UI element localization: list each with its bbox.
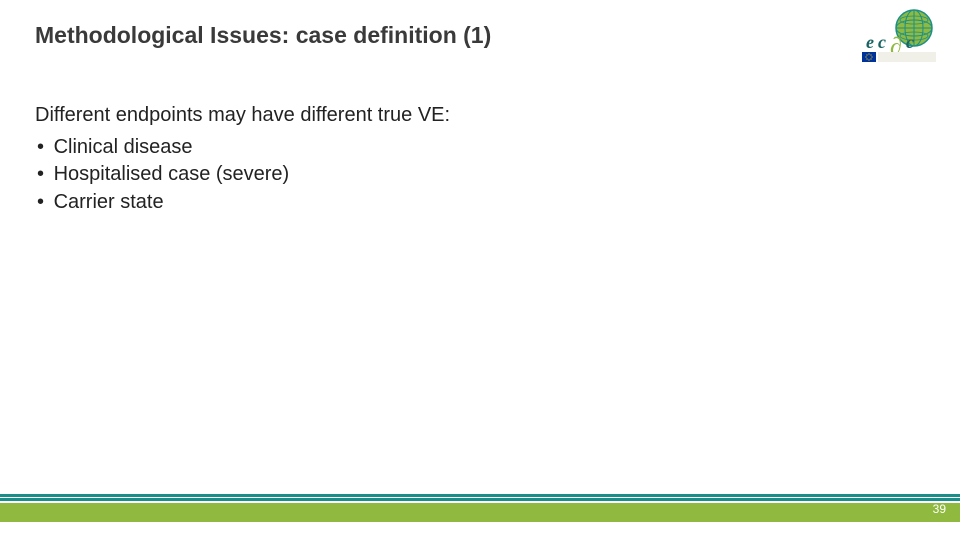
title-part1: Methodological Issues: [35, 22, 296, 48]
bullet-list: Clinical disease Hospitalised case (seve… [35, 134, 595, 217]
svg-text:c: c [906, 32, 914, 52]
list-item: Hospitalised case (severe) [37, 161, 595, 189]
list-item: Clinical disease [37, 134, 595, 162]
intro-text: Different endpoints may have different t… [35, 102, 595, 130]
content-block: Different endpoints may have different t… [35, 102, 595, 216]
footer-bar [0, 494, 960, 522]
footer-stripe-teal-1 [0, 494, 960, 497]
svg-text:e: e [866, 32, 874, 52]
slide-title: Methodological Issues: case definition (… [35, 22, 491, 49]
ecdc-logo: e c ∂ c [856, 8, 940, 66]
logo-subtitle-bg [878, 52, 936, 62]
footer-stripe-teal-2 [0, 498, 960, 501]
list-item: Carrier state [37, 189, 595, 217]
svg-text:c: c [878, 32, 886, 52]
page-number: 39 [933, 502, 946, 516]
footer-stripe-green [0, 503, 960, 522]
title-part2: case definition (1) [296, 22, 492, 48]
slide: Methodological Issues: case definition (… [0, 0, 960, 540]
